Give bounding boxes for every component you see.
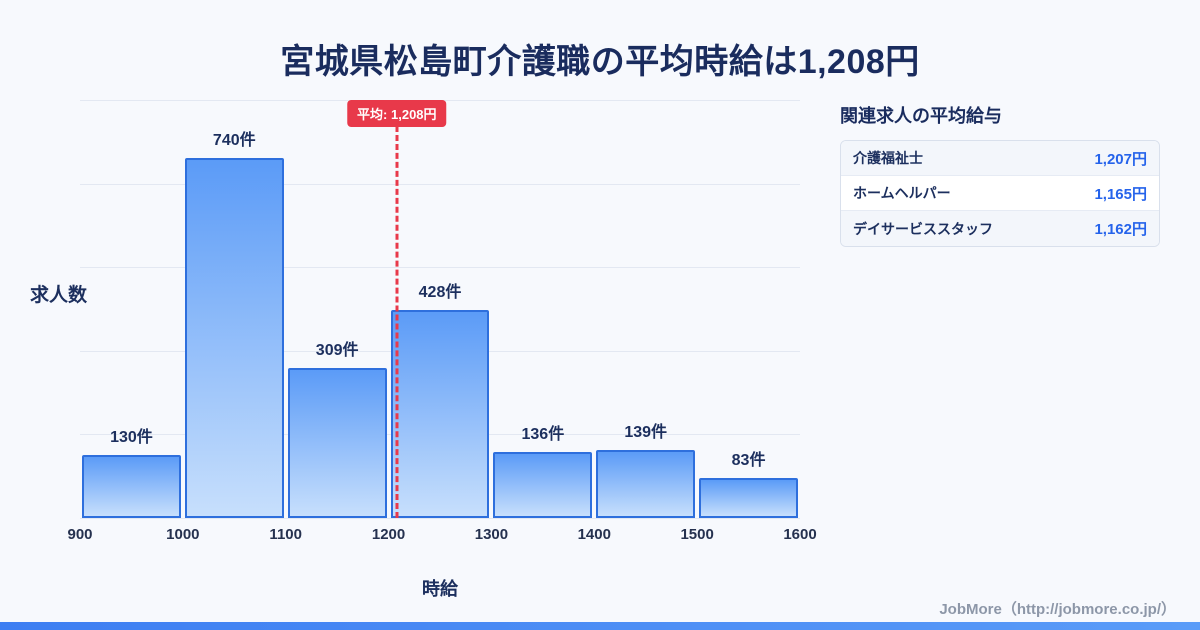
average-line [395, 126, 399, 518]
bottom-accent-bar [0, 622, 1200, 630]
page-title: 宮城県松島町介護職の平均時給は1,208円 [280, 43, 920, 81]
y-axis-label: 求人数 [30, 285, 88, 306]
x-axis-label: 時給 [422, 579, 458, 599]
x-tick-label: 1400 [577, 526, 611, 543]
x-axis-ticks: 900 1000 1100 1200 1300 1400 1500 1600 [67, 526, 816, 546]
bar-value-label: 309件 [315, 341, 359, 359]
bar-value-label: 428件 [418, 283, 462, 301]
bar-value-label: 130件 [110, 428, 153, 446]
gridline [80, 267, 800, 269]
bar-value-label: 136件 [521, 425, 565, 443]
job-title-label: 介護福祉士 [853, 150, 923, 166]
bar-value-label: 83件 [731, 451, 766, 469]
histogram-bar [699, 477, 798, 518]
histogram-bar [287, 367, 387, 518]
histogram-plot-area: 平均: 1,208円 130件 740件 309件 428件 136件 139件 83件 [80, 100, 800, 519]
related-salary-table: 介護福祉士 1,207円ホームヘルパー 1,165円デイサービススタッフ 1,162円 [840, 140, 1160, 247]
salary-row: ホームヘルパー 1,165円 [841, 176, 1159, 211]
related-jobs-panel-title: 関連求人の平均給与 [840, 106, 1002, 126]
x-tick-label: 1100 [269, 526, 302, 543]
salary-row: 介護福祉士 1,207円 [841, 141, 1159, 176]
salary-value: 1,162円 [1094, 221, 1147, 238]
histogram-bar [596, 450, 696, 518]
average-badge: 平均: 1,208円 [347, 100, 447, 127]
bar-value-label: 139件 [624, 424, 668, 442]
salary-value: 1,165円 [1094, 185, 1147, 203]
gridline [80, 518, 800, 519]
x-tick-label: 1300 [474, 526, 509, 543]
bar-value-label: 740件 [212, 132, 256, 150]
salary-row: デイサービススタッフ 1,162円 [841, 211, 1159, 246]
x-tick-label: 1200 [371, 526, 406, 543]
histogram-bar [82, 454, 181, 518]
histogram-bar [184, 158, 284, 518]
salary-value: 1,207円 [1094, 150, 1147, 168]
x-tick-label: 1500 [680, 526, 714, 543]
x-tick-label: 1000 [166, 526, 200, 543]
footer-credit: JobMore（http://jobmore.co.jp/） [939, 601, 1176, 618]
x-tick-label: 1600 [783, 526, 817, 543]
job-title-label: ホームヘルパー [853, 185, 951, 201]
histogram-bar [493, 451, 593, 518]
x-tick-label: 900 [67, 526, 93, 543]
job-title-label: デイサービススタッフ [853, 220, 993, 237]
gridline [80, 183, 800, 185]
histogram-bar [390, 309, 490, 518]
